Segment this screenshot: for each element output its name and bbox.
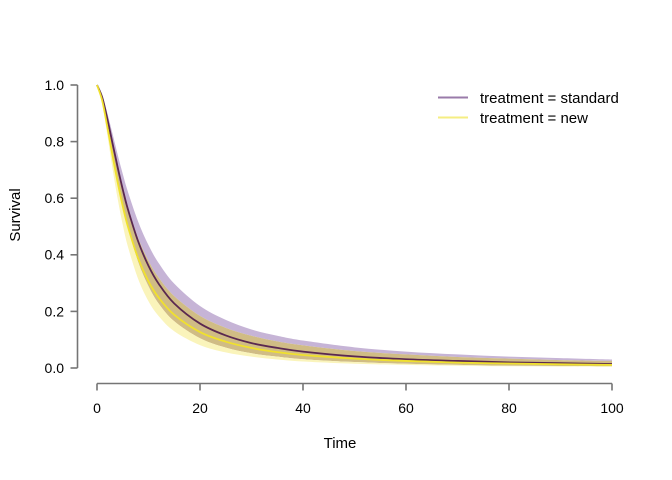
x-axis: 0 20 40 60 80 100 <box>93 382 624 416</box>
y-axis: 0.0 0.2 0.4 0.6 0.8 1.0 <box>45 77 79 376</box>
y-tick-label: 0.0 <box>45 360 65 376</box>
legend-label-standard: treatment = standard <box>480 90 619 107</box>
survival-curves <box>96 84 613 366</box>
y-tick-label: 0.8 <box>45 134 65 150</box>
new-band <box>97 85 612 367</box>
y-tick-label: 0.4 <box>45 247 65 263</box>
x-tick-label: 100 <box>600 400 624 416</box>
standard-curve-line <box>96 84 613 365</box>
y-tick-label: 0.2 <box>45 303 65 319</box>
x-tick-label: 60 <box>398 400 414 416</box>
y-axis-title: Survival <box>7 188 24 241</box>
y-tick-label: 1.0 <box>45 77 65 93</box>
y-tick-label: 0.6 <box>45 190 65 206</box>
new-curve-line <box>96 84 613 366</box>
x-tick-label: 0 <box>93 400 101 416</box>
x-axis-title: Time <box>324 435 357 452</box>
confidence-bands <box>97 85 612 367</box>
legend: treatment = standard treatment = new <box>438 90 619 127</box>
x-tick-label: 40 <box>295 400 311 416</box>
legend-label-new: treatment = new <box>480 110 588 127</box>
x-tick-label: 80 <box>501 400 517 416</box>
x-tick-label: 20 <box>192 400 208 416</box>
